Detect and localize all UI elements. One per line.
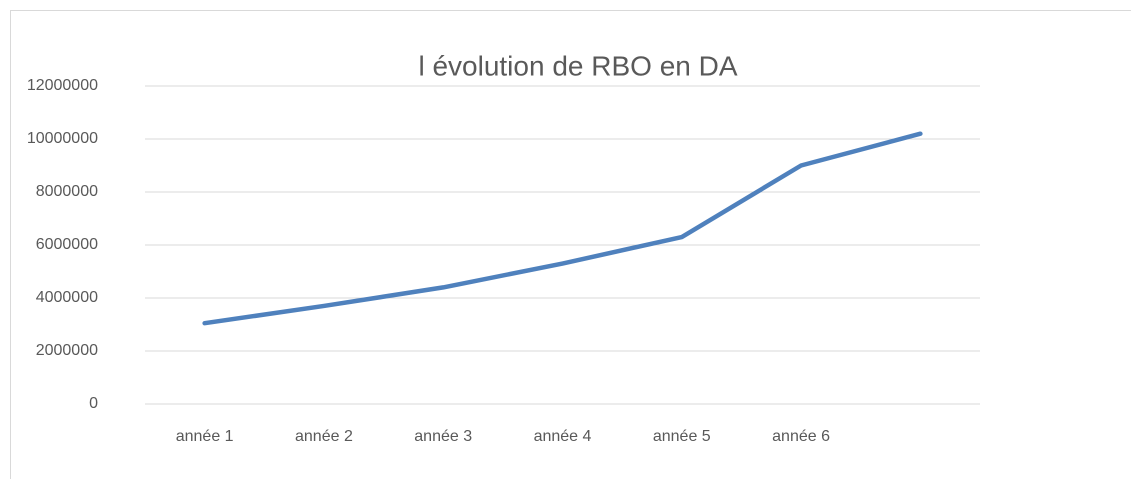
y-tick-label: 2000000 [36,342,98,359]
y-tick-label: 10000000 [27,130,98,147]
data-line [202,131,923,326]
x-tick-label: année 3 [414,428,472,445]
y-tick-label: 12000000 [27,77,98,94]
chart-frame [10,10,1131,479]
y-tick-label: 8000000 [36,183,98,200]
x-tick-label: année 2 [295,428,353,445]
y-tick-label: 0 [89,395,98,412]
x-tick-label: année 5 [653,428,711,445]
y-tick-label: 6000000 [36,236,98,253]
x-tick-label: année 4 [534,428,592,445]
x-tick-label: année 6 [772,428,830,445]
x-tick-label: année 1 [176,428,234,445]
chart-title: l évolution de RBO en DA [418,50,737,81]
y-tick-label: 4000000 [36,289,98,306]
